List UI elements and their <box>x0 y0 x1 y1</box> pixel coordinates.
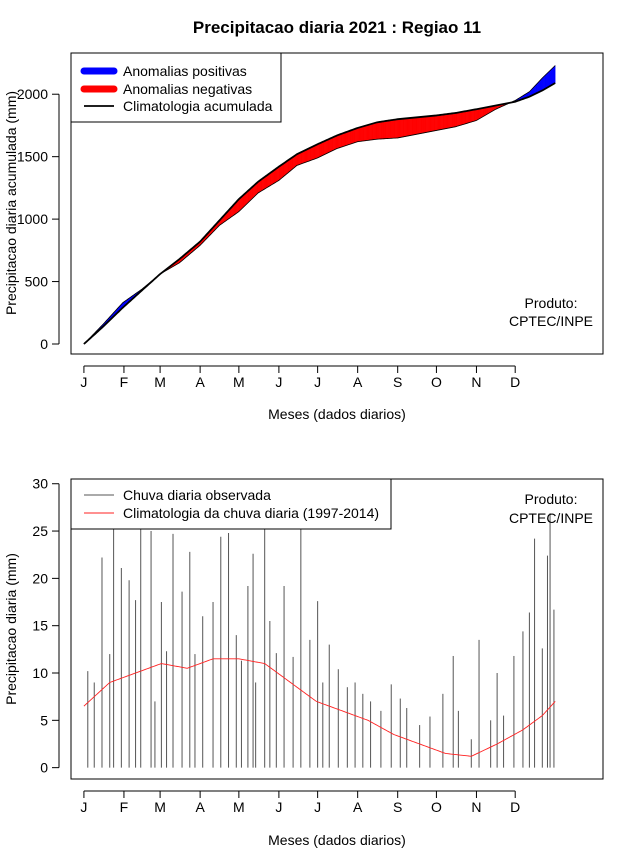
y-tick-label: 30 <box>32 476 48 492</box>
y-tick-label: 25 <box>32 523 48 539</box>
daily-panel: 0 5 10 15 20 25 30 J F M A M J J A S O N D Precipitacao d… <box>3 476 604 848</box>
x-tick-label: N <box>471 374 481 390</box>
x-axis-label: Meses (dados diarios) <box>268 406 406 422</box>
x-tick-label: M <box>233 799 245 815</box>
chart-title: Precipitacao diaria 2021 : Regiao 11 <box>193 18 481 37</box>
x-tick-label: O <box>431 374 442 390</box>
x-tick-label: J <box>275 374 282 390</box>
x-tick-label: N <box>471 799 481 815</box>
x-tick-label: D <box>510 799 520 815</box>
x-tick-label: M <box>233 374 245 390</box>
annotation-produto: Produto: <box>525 491 578 507</box>
y-axis: 0 5 10 15 20 25 30 <box>32 476 60 776</box>
x-tick-label: M <box>154 374 166 390</box>
y-tick-label: 0 <box>40 336 48 352</box>
legend-label-climatology: Climatologia da chuva diaria (1997-2014) <box>123 505 379 521</box>
x-tick-label: A <box>353 374 363 390</box>
x-tick-label: F <box>120 799 129 815</box>
x-tick-label: S <box>393 374 402 390</box>
legend: Anomalias positivas Anomalias negativas … <box>70 52 282 123</box>
legend-box <box>70 478 392 530</box>
y-tick-label: 500 <box>25 274 49 290</box>
y-axis-label: Precipitacao diaria acumulada (mm) <box>3 91 19 315</box>
x-tick-label: J <box>275 799 282 815</box>
x-tick-label: S <box>393 799 402 815</box>
legend-label-negative: Anomalias negativas <box>123 81 252 97</box>
legend-label-climatology: Climatologia acumulada <box>123 98 273 114</box>
x-tick-label: A <box>195 374 205 390</box>
y-axis: 0 500 1000 1500 2000 <box>17 86 60 352</box>
x-tick-label: F <box>120 374 129 390</box>
annotation-cptec: CPTEC/INPE <box>509 510 593 526</box>
observed-cumulative-line <box>83 65 556 345</box>
positive-anomaly-segment <box>553 65 556 85</box>
daily-rain-bars <box>87 513 555 768</box>
x-axis-label: Meses (dados diarios) <box>268 832 406 848</box>
daily-climatology-line <box>83 658 556 757</box>
y-tick-label: 1500 <box>17 149 48 165</box>
legend: Chuva diaria observada Climatologia da c… <box>70 478 392 530</box>
x-tick-label: J <box>80 799 87 815</box>
x-tick-label: M <box>154 799 166 815</box>
y-tick-label: 20 <box>32 570 48 586</box>
legend-label-positive: Anomalias positivas <box>123 63 247 79</box>
x-tick-label: J <box>314 799 321 815</box>
x-tick-label: J <box>314 374 321 390</box>
plot-frame <box>70 52 604 355</box>
y-tick-label: 10 <box>32 665 48 681</box>
x-tick-label: D <box>510 374 520 390</box>
legend-label-observed: Chuva diaria observada <box>123 487 271 503</box>
y-tick-label: 15 <box>32 618 48 634</box>
y-tick-label: 0 <box>40 760 48 776</box>
y-tick-label: 5 <box>40 712 48 728</box>
cumulative-panel: 0 500 1000 1500 2000 J F M A M J J A S O N D Precipitac… <box>3 52 604 422</box>
annotation-produto: Produto: <box>525 295 578 311</box>
x-tick-label: A <box>353 799 363 815</box>
y-axis-label: Precipitacao diaria (mm) <box>3 553 19 705</box>
annotation-cptec: CPTEC/INPE <box>509 313 593 329</box>
x-tick-label: O <box>431 799 442 815</box>
x-tick-label: J <box>80 374 87 390</box>
y-tick-label: 2000 <box>17 86 48 102</box>
x-tick-label: A <box>195 799 205 815</box>
y-tick-label: 1000 <box>17 211 48 227</box>
